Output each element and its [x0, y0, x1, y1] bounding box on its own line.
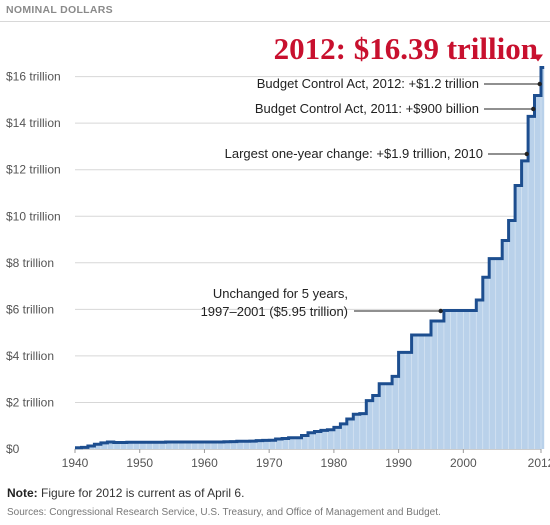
- annotation-text: 1997–2001 ($5.95 trillion): [201, 304, 348, 319]
- y-tick-label: $6 trillion: [6, 302, 54, 316]
- annotation-text: Budget Control Act, 2011: +$900 billion: [255, 101, 479, 116]
- note-text: Figure for 2012 is current as of April 6…: [37, 486, 245, 500]
- debt-step-line: [75, 66, 545, 450]
- annotation-text: Unchanged for 5 years,: [213, 286, 348, 301]
- y-tick-label: $16 trillion: [6, 70, 61, 84]
- annotation-dot: [524, 151, 529, 157]
- y-tick-label: $10 trillion: [6, 209, 61, 223]
- units-label: NOMINAL DOLLARS: [6, 4, 113, 16]
- y-tick-label: $4 trillion: [6, 349, 54, 363]
- y-tick-label: $0: [6, 442, 20, 456]
- x-tick-label: 1970: [256, 456, 283, 470]
- chart-header: NOMINAL DOLLARS: [0, 0, 550, 22]
- y-tick-label: $14 trillion: [6, 116, 61, 130]
- x-tick-label: 1960: [191, 456, 218, 470]
- annotation-dot: [531, 106, 536, 112]
- y-tick-label: $12 trillion: [6, 163, 61, 177]
- annotation-text: Budget Control Act, 2012: +$1.2 trillion: [257, 76, 479, 91]
- x-tick-label: 1990: [385, 456, 412, 470]
- footnote: Note: Figure for 2012 is current as of A…: [7, 486, 244, 500]
- x-tick-label: 1950: [126, 456, 153, 470]
- area-fill: [75, 67, 545, 449]
- headline-value: 2012: $16.39 trillion: [273, 31, 538, 66]
- annotation-text: Largest one-year change: +$1.9 trillion,…: [225, 146, 483, 161]
- y-tick-label: $2 trillion: [6, 395, 54, 409]
- latest-value-marker: [533, 54, 543, 62]
- sources-line: Sources: Congressional Research Service,…: [7, 507, 441, 518]
- annotation-dot: [537, 81, 542, 87]
- x-tick-label: 2012: [528, 456, 550, 470]
- x-tick-label: 2000: [450, 456, 477, 470]
- y-tick-label: $8 trillion: [6, 256, 54, 270]
- x-tick-label: 1980: [321, 456, 348, 470]
- note-prefix: Note:: [7, 486, 38, 500]
- x-tick-label: 1940: [62, 456, 89, 470]
- annotation-dot: [438, 308, 443, 314]
